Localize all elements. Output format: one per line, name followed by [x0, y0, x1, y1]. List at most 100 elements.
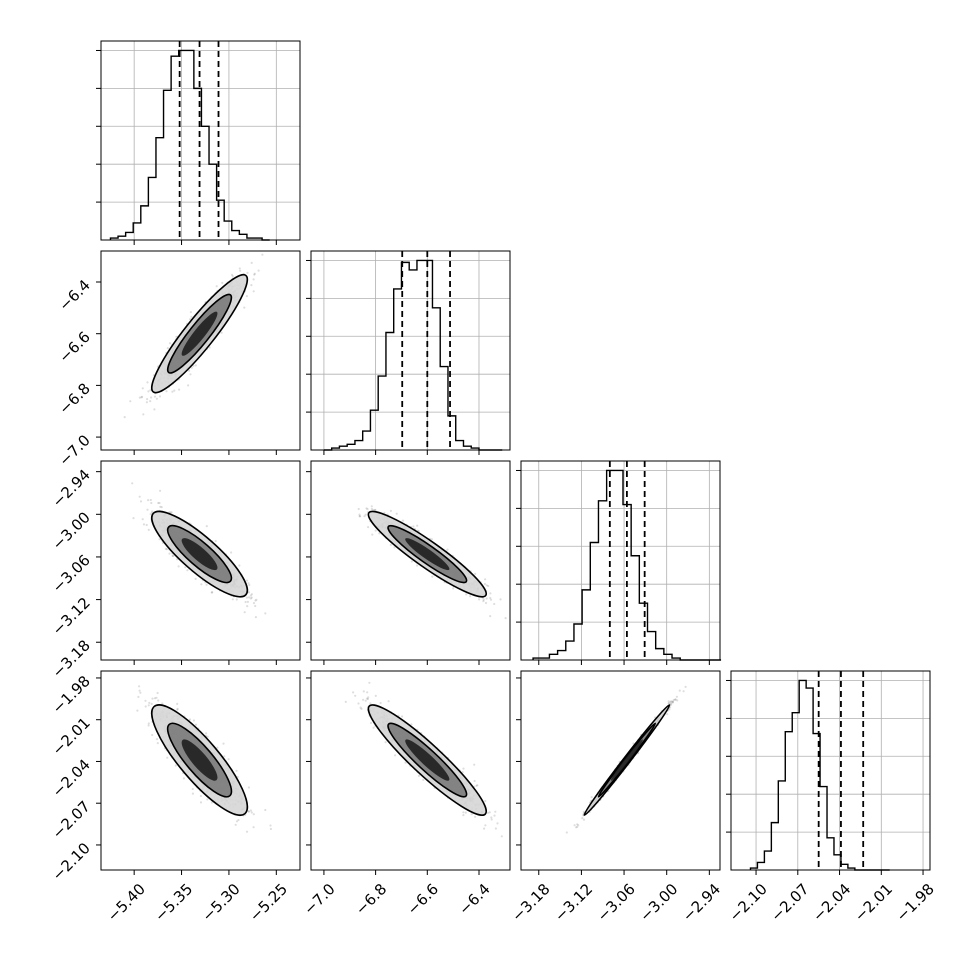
sample-point: [505, 617, 507, 619]
sample-point: [183, 777, 185, 779]
sample-point: [359, 515, 361, 517]
sample-point: [142, 413, 144, 415]
sample-point: [139, 397, 141, 399]
sample-point: [169, 342, 171, 344]
histogram-panel-2: [516, 461, 721, 660]
sample-point: [253, 274, 255, 276]
sample-point: [156, 738, 158, 740]
sample-point: [157, 692, 159, 694]
sample-point: [269, 824, 271, 826]
sample-point: [396, 513, 398, 515]
sample-point: [261, 254, 263, 256]
sample-point: [148, 704, 150, 706]
sample-point: [147, 390, 149, 392]
sample-point: [146, 401, 148, 403]
sample-point: [178, 565, 180, 567]
sample-point: [159, 490, 161, 492]
sample-point: [469, 595, 471, 597]
sample-point: [248, 786, 250, 788]
sample-point: [187, 384, 189, 386]
sample-point: [365, 507, 367, 509]
sample-point: [253, 813, 255, 815]
sample-point: [159, 506, 161, 508]
sample-point: [474, 573, 476, 575]
sample-point: [139, 692, 141, 694]
scatter-panel-0-1: [101, 251, 300, 450]
sample-point: [246, 580, 248, 582]
sample-point: [145, 705, 147, 707]
sample-point: [195, 578, 197, 580]
sample-point: [239, 270, 241, 272]
sample-point: [412, 525, 414, 527]
sample-point: [178, 389, 180, 391]
sample-point: [193, 719, 195, 721]
sample-point: [166, 757, 168, 759]
sample-point: [431, 576, 433, 578]
sample-point: [189, 373, 191, 375]
sample-point: [489, 615, 491, 617]
sample-point: [371, 534, 373, 536]
sample-point: [206, 584, 208, 586]
sample-point: [411, 560, 413, 562]
sample-point: [150, 499, 152, 501]
sample-point: [238, 564, 240, 566]
sample-point: [129, 400, 131, 402]
sample-point: [235, 770, 237, 772]
sample-point: [216, 285, 218, 287]
sample-point: [416, 525, 418, 527]
sample-point: [192, 793, 194, 795]
sample-point: [176, 703, 178, 705]
sample-point: [246, 272, 248, 274]
sample-point: [153, 408, 155, 410]
sample-point: [239, 267, 241, 269]
sample-point: [190, 311, 192, 313]
sample-point: [486, 597, 488, 599]
sample-point: [489, 597, 491, 599]
sample-point: [159, 395, 161, 397]
sample-point: [446, 549, 448, 551]
sample-point: [253, 602, 255, 604]
sample-point: [221, 332, 223, 334]
sample-point: [156, 398, 158, 400]
sample-point: [484, 578, 486, 580]
sample-point: [246, 295, 248, 297]
sample-point: [146, 381, 148, 383]
sample-point: [254, 599, 256, 601]
sample-point: [264, 612, 266, 614]
panel-background: [521, 461, 720, 660]
scatter-panel-1-2: [311, 461, 510, 660]
sample-point: [250, 597, 252, 599]
sample-point: [221, 282, 223, 284]
sample-point: [484, 583, 486, 585]
sample-point: [478, 598, 480, 600]
sample-point: [246, 605, 248, 607]
sample-point: [149, 400, 151, 402]
sample-point: [142, 518, 144, 520]
sample-point: [254, 605, 256, 607]
sample-point: [184, 566, 186, 568]
sample-point: [146, 398, 148, 400]
sample-point: [158, 502, 160, 504]
histogram-panel-3: [726, 671, 930, 870]
sample-point: [131, 482, 133, 484]
sample-point: [431, 538, 433, 540]
sample-point: [244, 611, 246, 613]
sample-point: [157, 742, 159, 744]
sample-point: [489, 592, 491, 594]
sample-point: [200, 583, 202, 585]
sample-point: [139, 496, 141, 498]
sample-point: [230, 551, 232, 553]
sample-point: [211, 592, 213, 594]
sample-point: [157, 699, 159, 701]
panel-background: [311, 461, 510, 660]
sample-point: [139, 690, 141, 692]
sample-point: [215, 540, 217, 542]
sample-point: [124, 416, 126, 418]
sample-point: [482, 600, 484, 602]
sample-point: [243, 307, 245, 309]
panel-background: [101, 41, 300, 240]
sample-point: [258, 270, 260, 272]
histogram-panel-1: [306, 251, 510, 450]
